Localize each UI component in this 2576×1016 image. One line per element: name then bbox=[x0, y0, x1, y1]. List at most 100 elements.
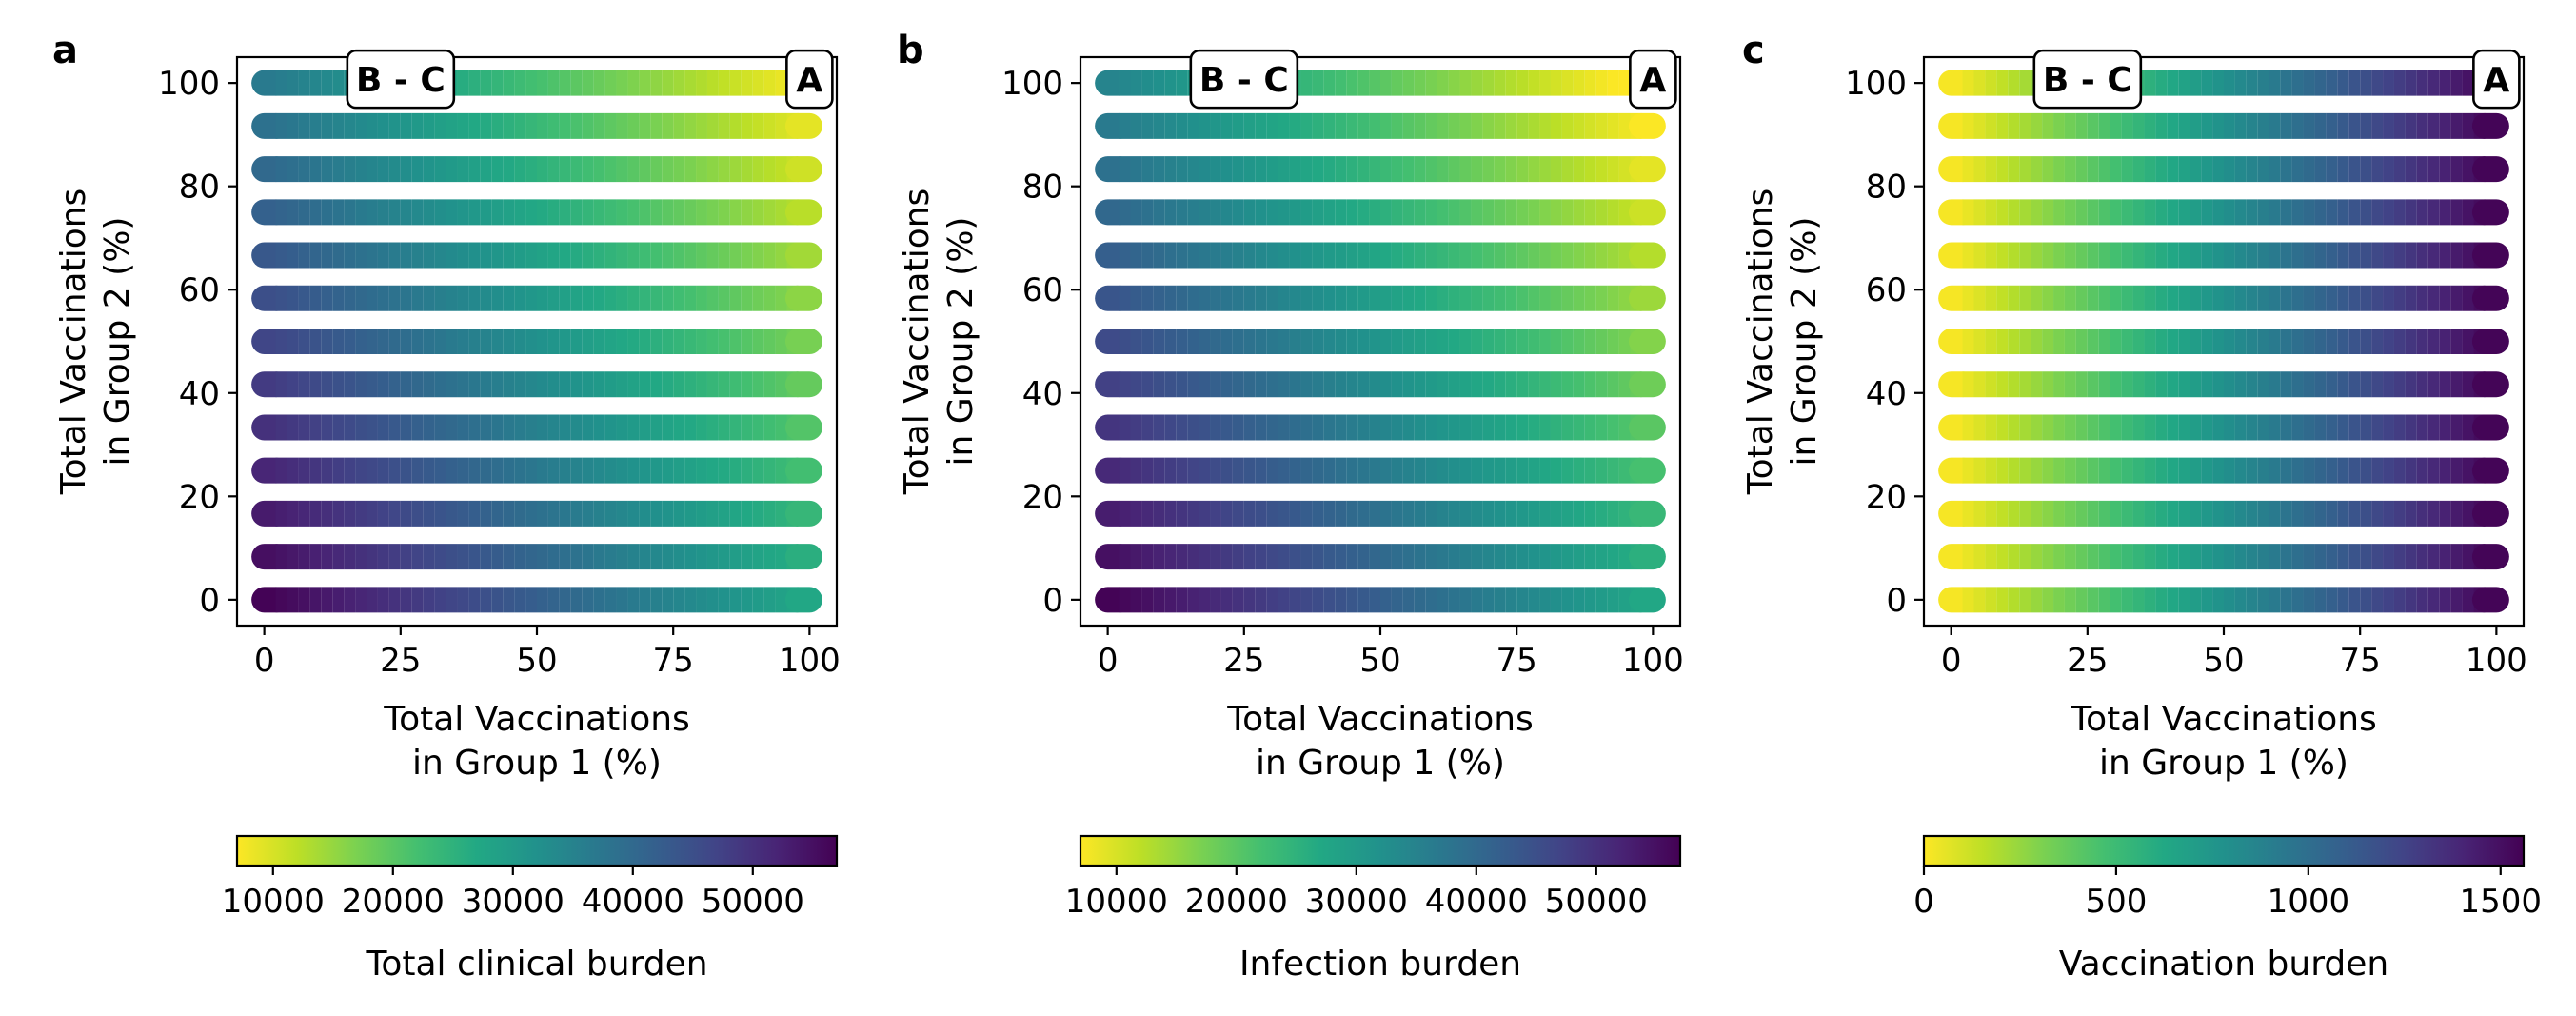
annotation-text: A bbox=[1639, 61, 1666, 100]
y-tick-label: 60 bbox=[179, 271, 220, 309]
colorbar-tick-label: 30000 bbox=[1305, 883, 1408, 921]
x-tick-label: 0 bbox=[1098, 642, 1119, 680]
y-tick-label: 80 bbox=[1022, 169, 1063, 207]
colorbar-tick-label: 50000 bbox=[1545, 883, 1648, 921]
colorbar-label: Total clinical burden bbox=[365, 945, 707, 984]
colorbar: 10000 20000 30000 40000 50000 Total clinical … bbox=[222, 834, 839, 984]
y-tick-label: 0 bbox=[1042, 582, 1063, 620]
colorbar-label: Infection burden bbox=[1239, 945, 1521, 984]
x-tick-label: 75 bbox=[653, 642, 694, 680]
annotation-frame bbox=[2032, 49, 2143, 110]
colorbar-tick-label: 20000 bbox=[1185, 883, 1288, 921]
annotation-box: B - C bbox=[1189, 49, 1299, 110]
y-axis-label-line: Total Vaccinations bbox=[54, 189, 93, 496]
x-axis-label: Total Vaccinations in Group 1 (%) bbox=[1226, 700, 1534, 783]
y-tick-label: 0 bbox=[1886, 582, 1907, 620]
annotation-box: B - C bbox=[2032, 49, 2143, 110]
x-axis-label-line: in Group 1 (%) bbox=[2099, 744, 2348, 783]
y-tick-label: 100 bbox=[1001, 65, 1063, 103]
annotation-text: A bbox=[796, 61, 822, 100]
panel-b: b 0 25 50 75 100 0 20 40 60 80 100 Total Vaccination… bbox=[897, 29, 1684, 984]
y-tick-label: 80 bbox=[1866, 169, 1907, 207]
y-axis-label: Total Vaccinations in Group 2 (%) bbox=[54, 189, 137, 496]
x-tick-label: 50 bbox=[516, 642, 557, 680]
annotation-box: A bbox=[2472, 49, 2521, 110]
colorbar-tick-label: 40000 bbox=[582, 883, 684, 921]
colorbar: 10000 20000 30000 40000 50000 Infection burde… bbox=[1065, 834, 1682, 984]
colorbar: 0 500 1000 1500 Vaccination burden bbox=[1913, 834, 2543, 984]
x-axis-label: Total Vaccinations in Group 1 (%) bbox=[383, 700, 690, 783]
colorbar-tick-label: 1000 bbox=[2268, 883, 2350, 921]
colorbar-tick-label: 50000 bbox=[702, 883, 804, 921]
colorbar-tick-label: 30000 bbox=[462, 883, 565, 921]
x-tick-label: 25 bbox=[380, 642, 421, 680]
x-axis-label-line: Total Vaccinations bbox=[2070, 700, 2377, 739]
y-tick-label: 0 bbox=[199, 582, 220, 620]
panel-a: a 0 25 50 75 100 0 20 40 60 80 100 Total Vaccination… bbox=[52, 29, 841, 984]
y-tick-label: 40 bbox=[1022, 375, 1063, 413]
x-tick-label: 75 bbox=[2340, 642, 2381, 680]
panel-letter: b bbox=[897, 29, 924, 72]
x-axis-label-line: in Group 1 (%) bbox=[412, 744, 662, 783]
annotation-box: A bbox=[785, 49, 834, 110]
annotation-text: A bbox=[2483, 61, 2509, 100]
x-tick-label: 25 bbox=[2067, 642, 2108, 680]
colorbar-tick-label: 0 bbox=[1913, 883, 1934, 921]
y-tick-label: 100 bbox=[158, 65, 220, 103]
annotation-frame bbox=[1189, 49, 1299, 110]
annotation-frame bbox=[785, 49, 834, 110]
x-tick-label: 75 bbox=[1496, 642, 1537, 680]
x-tick-label: 0 bbox=[1941, 642, 1962, 680]
panel-letter: a bbox=[52, 29, 78, 72]
y-axis-label-line: in Group 2 (%) bbox=[1785, 217, 1824, 467]
colorbar-gradient bbox=[1922, 834, 2526, 867]
x-tick-label: 50 bbox=[1359, 642, 1400, 680]
x-axis-label-line: Total Vaccinations bbox=[1226, 700, 1534, 739]
colorbar-tick-label: 40000 bbox=[1425, 883, 1528, 921]
y-tick-label: 60 bbox=[1866, 271, 1907, 309]
y-axis-label-line: in Group 2 (%) bbox=[941, 217, 981, 467]
y-tick-label: 20 bbox=[1866, 478, 1907, 516]
x-axis-label-line: Total Vaccinations bbox=[383, 700, 690, 739]
annotation-text: B - C bbox=[2043, 61, 2132, 100]
x-tick-label: 50 bbox=[2203, 642, 2244, 680]
y-axis-label-line: Total Vaccinations bbox=[898, 189, 937, 496]
y-axis-label: Total Vaccinations in Group 2 (%) bbox=[898, 189, 981, 496]
y-axis-label-line: in Group 2 (%) bbox=[98, 217, 137, 467]
annotation-frame bbox=[346, 49, 456, 110]
annotation-frame bbox=[1629, 49, 1677, 110]
colorbar-tick-label: 1500 bbox=[2460, 883, 2543, 921]
y-tick-label: 100 bbox=[1845, 65, 1907, 103]
colorbar-tick-label: 10000 bbox=[1065, 883, 1168, 921]
annotation-text: B - C bbox=[356, 61, 446, 100]
annotation-frame bbox=[2472, 49, 2521, 110]
x-tick-label: 100 bbox=[1622, 642, 1684, 680]
data-rows bbox=[1938, 70, 2509, 613]
colorbar-label: Vaccination burden bbox=[2059, 945, 2388, 984]
y-tick-label: 20 bbox=[179, 478, 220, 516]
colorbar-tick-label: 10000 bbox=[222, 883, 325, 921]
colorbar-gradient bbox=[1079, 834, 1682, 867]
colorbar-gradient bbox=[235, 834, 839, 867]
y-axis-label: Total Vaccinations in Group 2 (%) bbox=[1741, 189, 1824, 496]
x-axis-label: Total Vaccinations in Group 1 (%) bbox=[2070, 700, 2377, 783]
x-axis-label-line: in Group 1 (%) bbox=[1256, 744, 1505, 783]
colorbar-tick-label: 500 bbox=[2085, 883, 2147, 921]
y-tick-label: 60 bbox=[1022, 271, 1063, 309]
y-tick-label: 80 bbox=[179, 169, 220, 207]
y-tick-label: 20 bbox=[1022, 478, 1063, 516]
x-tick-label: 100 bbox=[2466, 642, 2527, 680]
data-rows bbox=[251, 70, 822, 613]
data-rows bbox=[1095, 70, 1666, 613]
y-axis-label-line: Total Vaccinations bbox=[1741, 189, 1780, 496]
annotation-text: B - C bbox=[1199, 61, 1289, 100]
colorbar-tick-label: 20000 bbox=[342, 883, 445, 921]
x-tick-label: 0 bbox=[254, 642, 275, 680]
annotation-box: B - C bbox=[346, 49, 456, 110]
y-tick-label: 40 bbox=[179, 375, 220, 413]
annotation-box: A bbox=[1629, 49, 1677, 110]
x-tick-label: 100 bbox=[779, 642, 841, 680]
x-tick-label: 25 bbox=[1223, 642, 1264, 680]
